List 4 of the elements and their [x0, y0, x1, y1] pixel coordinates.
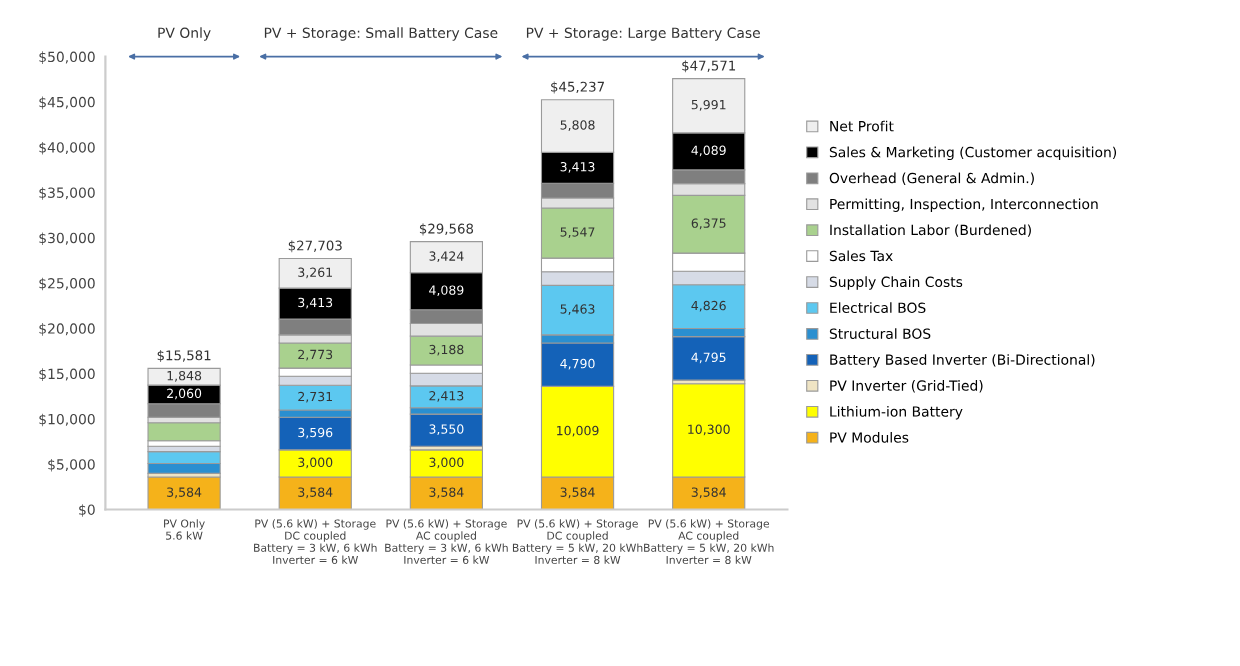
bar [409, 413, 484, 447]
bar [278, 384, 352, 411]
bar [278, 342, 352, 369]
bar [147, 422, 221, 442]
